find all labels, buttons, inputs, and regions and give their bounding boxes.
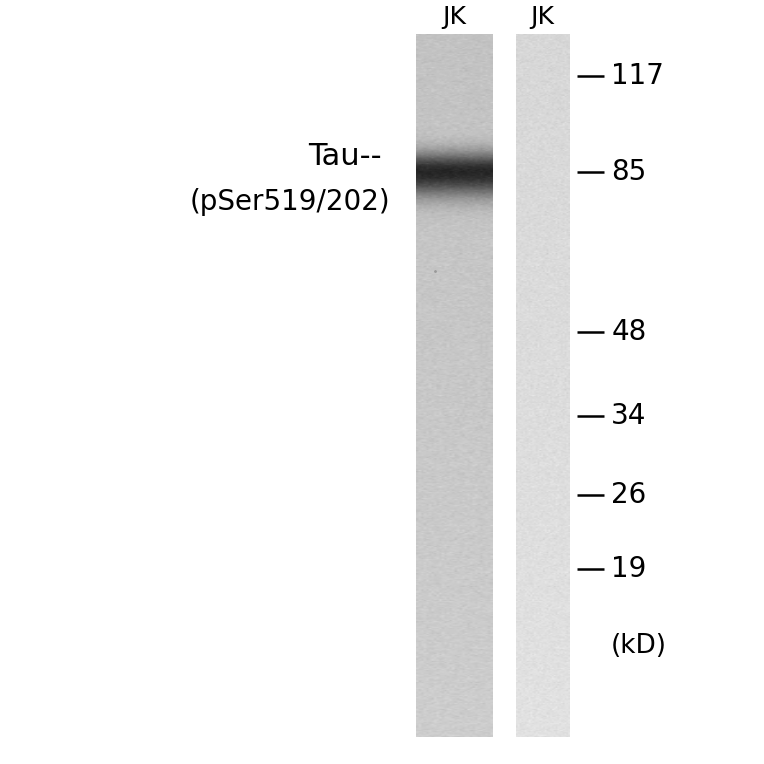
Text: JK: JK (442, 5, 467, 29)
Text: Tau--: Tau-- (309, 142, 382, 171)
Text: 85: 85 (611, 158, 646, 186)
Text: (kD): (kD) (611, 633, 667, 659)
Text: JK: JK (530, 5, 555, 29)
Text: 117: 117 (611, 63, 664, 90)
Text: (pSer519/202): (pSer519/202) (190, 189, 390, 216)
Text: 34: 34 (611, 403, 646, 430)
Text: 26: 26 (611, 481, 646, 509)
Text: 48: 48 (611, 319, 646, 346)
Text: 19: 19 (611, 555, 646, 583)
